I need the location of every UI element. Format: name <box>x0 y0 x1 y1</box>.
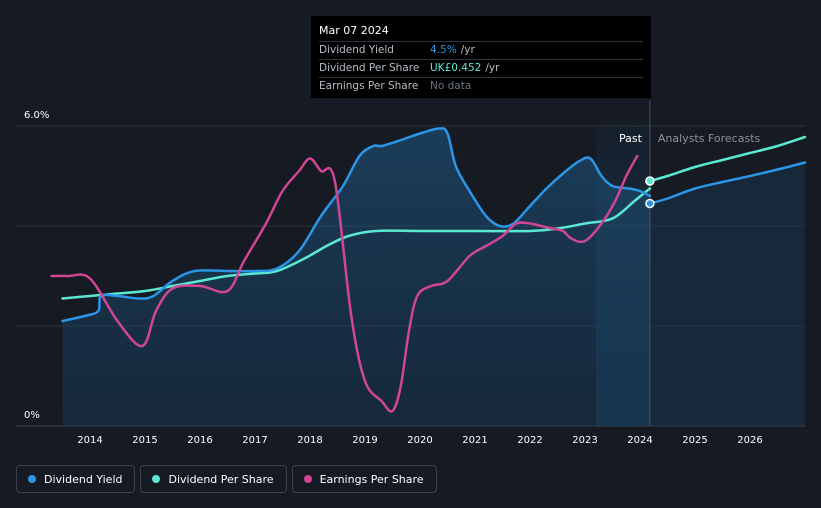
tooltip-value: No data <box>430 80 472 92</box>
x-tick-label: 2015 <box>132 435 157 446</box>
x-tick-label: 2023 <box>572 435 597 446</box>
earnings-per-share-line <box>50 154 639 413</box>
tooltip-row-dividend-per-share: Dividend Per Share UK£0.452 /yr <box>319 60 643 78</box>
x-tick-label: 2022 <box>517 435 542 446</box>
y-tick-label-top: 6.0% <box>24 110 49 121</box>
x-tick-label: 2018 <box>297 435 322 446</box>
dividend-yield-forecast-line <box>648 161 807 205</box>
dividend-per-share-marker <box>645 176 655 186</box>
x-tick-label: 2026 <box>737 435 762 446</box>
past-region-label: Past <box>619 132 643 145</box>
legend-item-dividend-per-share[interactable]: Dividend Per Share <box>140 465 287 493</box>
tooltip-label: Earnings Per Share <box>319 80 419 92</box>
x-tick-label: 2024 <box>627 435 652 446</box>
legend-item-dividend-yield[interactable]: Dividend Yield <box>16 465 136 493</box>
tooltip-unit: /yr <box>485 62 500 74</box>
x-tick-label: 2020 <box>407 435 432 446</box>
x-tick-label: 2019 <box>352 435 377 446</box>
tooltip-value: 4.5% <box>430 44 457 56</box>
dividend-yield-line <box>61 127 652 323</box>
dividend-per-share-line <box>61 187 652 300</box>
legend-label: Earnings Per Share <box>319 472 424 486</box>
dividend-yield-marker <box>645 198 655 209</box>
tooltip-label: Dividend Yield <box>319 44 394 56</box>
tooltip-row-earnings-per-share: Earnings Per Share No data <box>319 78 643 95</box>
tooltip-value: UK£0.452 <box>430 62 482 74</box>
tooltip: Mar 07 2024 Dividend Yield 4.5% /yr Divi… <box>311 16 651 98</box>
x-tick-label: 2021 <box>462 435 487 446</box>
x-tick-label: 2017 <box>242 435 267 446</box>
dividend-per-share-forecast-line <box>648 135 807 183</box>
tooltip-label: Dividend Per Share <box>319 62 420 74</box>
x-axis: 2014 2015 2016 2017 2018 2019 2020 2021 2022 2023… <box>77 435 762 446</box>
dividend-yield-area <box>62 128 650 426</box>
y-tick-label-bottom: 0% <box>24 410 40 421</box>
tooltip-date: Mar 07 2024 <box>319 23 643 42</box>
forecast-region-label: Analysts Forecasts <box>658 132 761 145</box>
tooltip-unit: /yr <box>460 44 475 56</box>
series-layer <box>50 127 807 413</box>
x-tick-label: 2016 <box>187 435 212 446</box>
marker-layer <box>645 176 655 209</box>
tooltip-row-dividend-yield: Dividend Yield 4.5% /yr <box>319 42 643 60</box>
forecast-area <box>649 162 805 426</box>
legend-label: Dividend Per Share <box>168 472 274 486</box>
x-tick-label: 2025 <box>682 435 707 446</box>
x-tick-label: 2014 <box>77 435 102 446</box>
legend-dot-icon <box>28 475 36 483</box>
legend-dot-icon <box>303 475 312 483</box>
legend-item-earnings-per-share[interactable]: Earnings Per Share <box>291 465 437 493</box>
legend-label: Dividend Yield <box>44 472 123 486</box>
legend-dot-icon <box>152 475 161 483</box>
legend: Dividend Yield Dividend Per Share Earnin… <box>16 465 442 493</box>
